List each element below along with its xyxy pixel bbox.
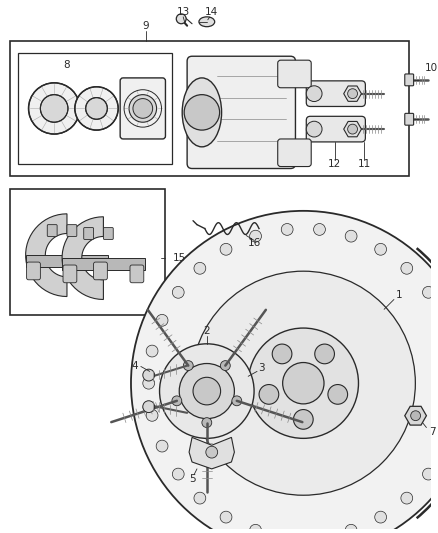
Circle shape: [250, 524, 261, 533]
Circle shape: [293, 409, 313, 429]
Circle shape: [75, 87, 118, 130]
Circle shape: [220, 361, 230, 370]
Polygon shape: [189, 438, 234, 469]
Circle shape: [176, 14, 186, 24]
FancyBboxPatch shape: [306, 116, 365, 142]
Circle shape: [184, 361, 193, 370]
Circle shape: [193, 377, 221, 405]
Circle shape: [423, 286, 434, 298]
Circle shape: [172, 396, 182, 406]
Circle shape: [345, 524, 357, 533]
FancyBboxPatch shape: [67, 224, 77, 237]
Circle shape: [143, 401, 155, 413]
Circle shape: [194, 262, 206, 274]
Circle shape: [401, 492, 413, 504]
FancyBboxPatch shape: [278, 139, 311, 166]
Text: 16: 16: [247, 238, 261, 248]
Ellipse shape: [182, 78, 222, 147]
Bar: [10, 42, 409, 176]
Circle shape: [328, 384, 348, 404]
Text: 13: 13: [177, 7, 190, 17]
FancyBboxPatch shape: [306, 81, 365, 107]
Circle shape: [306, 86, 322, 102]
Circle shape: [345, 230, 357, 242]
Polygon shape: [62, 258, 145, 270]
Circle shape: [315, 344, 335, 364]
Text: 8: 8: [64, 60, 70, 70]
Circle shape: [259, 384, 279, 404]
Text: 11: 11: [358, 159, 371, 168]
FancyBboxPatch shape: [187, 56, 296, 168]
FancyBboxPatch shape: [405, 114, 413, 125]
Circle shape: [131, 211, 438, 533]
Polygon shape: [62, 217, 103, 300]
Text: 14: 14: [205, 7, 219, 17]
Circle shape: [143, 369, 155, 381]
FancyBboxPatch shape: [278, 60, 311, 88]
Circle shape: [375, 244, 387, 255]
Circle shape: [281, 223, 293, 236]
Circle shape: [314, 223, 325, 236]
Circle shape: [423, 468, 434, 480]
Circle shape: [159, 344, 254, 438]
FancyBboxPatch shape: [27, 262, 40, 280]
Circle shape: [146, 409, 158, 421]
Circle shape: [172, 286, 184, 298]
Text: 4: 4: [131, 361, 138, 372]
FancyBboxPatch shape: [47, 224, 57, 237]
Circle shape: [156, 314, 168, 326]
Circle shape: [202, 418, 212, 427]
FancyBboxPatch shape: [94, 262, 107, 280]
Circle shape: [156, 440, 168, 452]
Polygon shape: [26, 214, 67, 296]
Circle shape: [401, 262, 413, 274]
FancyBboxPatch shape: [130, 265, 144, 282]
FancyBboxPatch shape: [405, 74, 413, 86]
Text: 1: 1: [396, 289, 402, 300]
Text: 7: 7: [429, 427, 436, 438]
Circle shape: [146, 345, 158, 357]
Circle shape: [232, 396, 242, 406]
Text: 5: 5: [189, 474, 195, 484]
Circle shape: [172, 468, 184, 480]
Circle shape: [348, 124, 357, 134]
Circle shape: [281, 531, 293, 533]
Text: 9: 9: [142, 21, 149, 31]
Circle shape: [411, 411, 420, 421]
Circle shape: [86, 98, 107, 119]
FancyBboxPatch shape: [120, 78, 166, 139]
Ellipse shape: [199, 17, 215, 27]
Circle shape: [314, 531, 325, 533]
Circle shape: [191, 271, 415, 495]
Circle shape: [133, 99, 153, 118]
Circle shape: [28, 83, 80, 134]
Circle shape: [348, 88, 357, 99]
FancyBboxPatch shape: [63, 265, 77, 282]
Circle shape: [40, 95, 68, 122]
Circle shape: [220, 511, 232, 523]
Circle shape: [184, 95, 219, 130]
Text: 2: 2: [204, 326, 210, 336]
Circle shape: [129, 95, 157, 122]
Circle shape: [375, 511, 387, 523]
FancyBboxPatch shape: [84, 228, 94, 239]
Bar: [10, 189, 166, 315]
Text: 10: 10: [424, 63, 438, 73]
Text: 3: 3: [258, 364, 264, 374]
Text: 12: 12: [328, 159, 342, 168]
FancyBboxPatch shape: [103, 228, 113, 239]
Polygon shape: [25, 255, 108, 267]
Circle shape: [179, 364, 234, 418]
Circle shape: [206, 446, 218, 458]
Circle shape: [143, 377, 155, 389]
Text: 15: 15: [172, 253, 186, 263]
Circle shape: [283, 362, 324, 404]
Circle shape: [272, 344, 292, 364]
Circle shape: [194, 492, 206, 504]
Circle shape: [250, 230, 261, 242]
Circle shape: [248, 328, 358, 438]
Circle shape: [306, 121, 322, 137]
Bar: [18, 53, 172, 164]
Circle shape: [220, 244, 232, 255]
